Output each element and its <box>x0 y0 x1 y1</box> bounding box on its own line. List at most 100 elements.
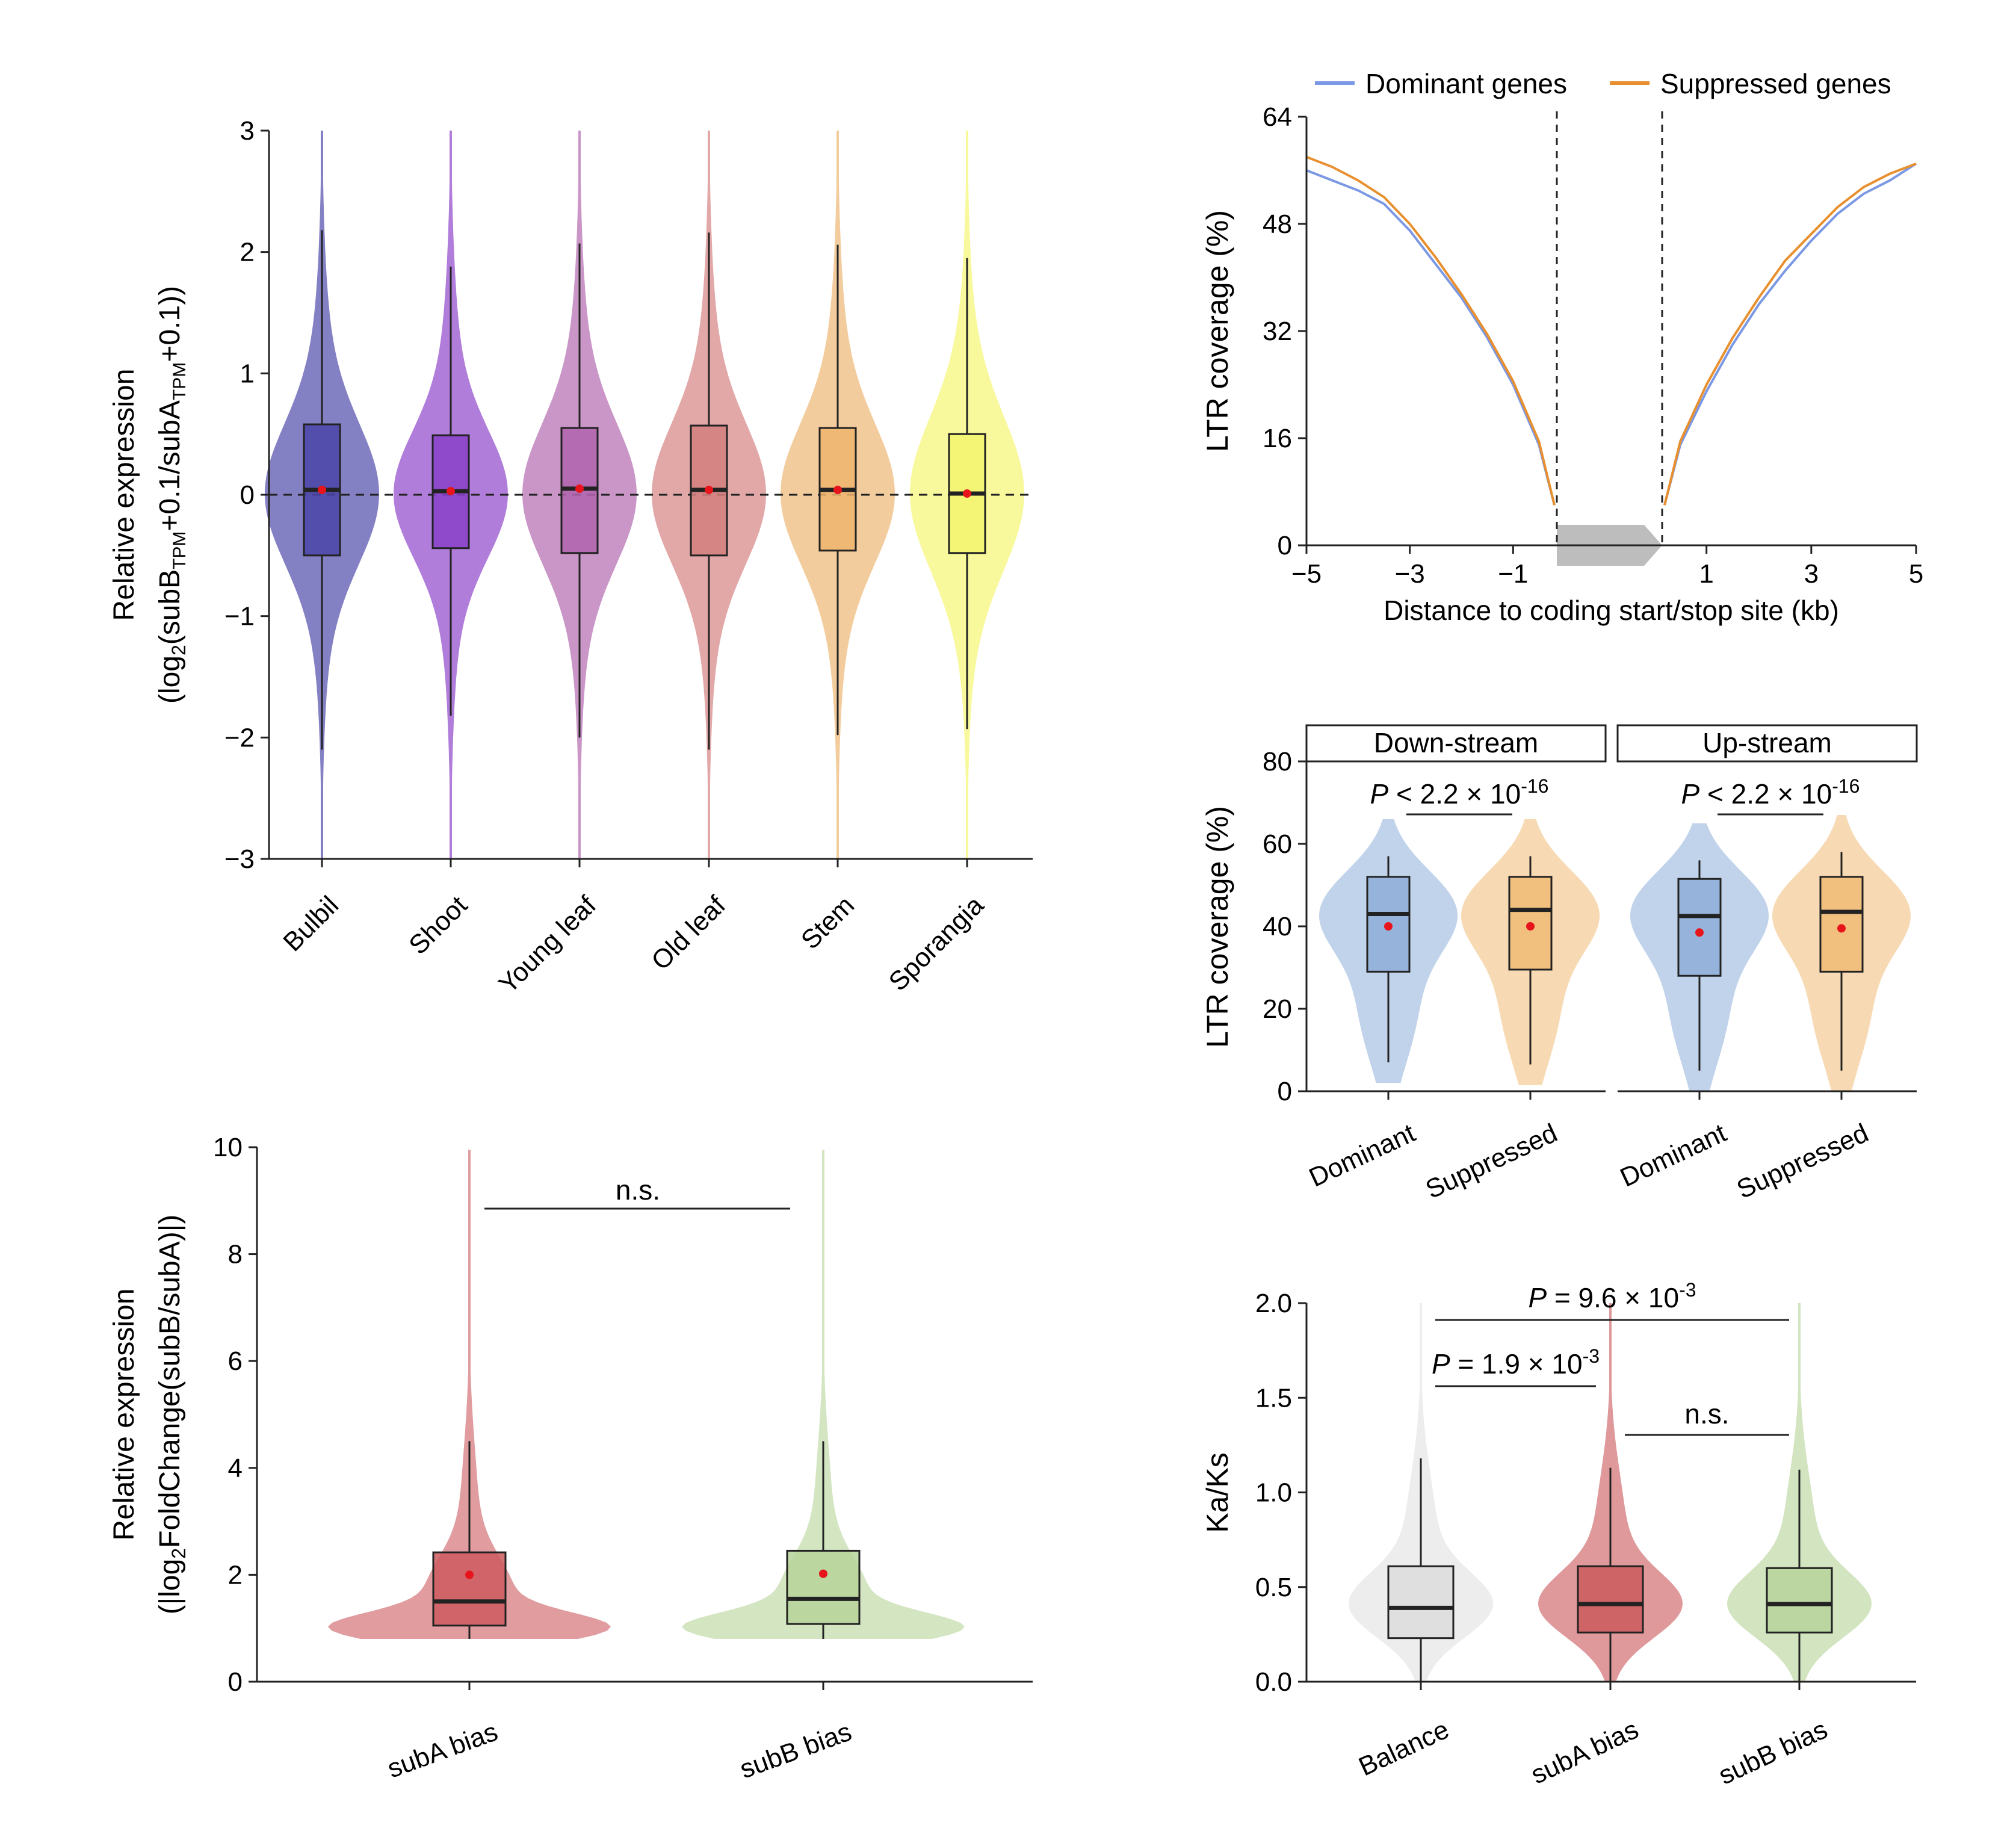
x-tick-label: Balance <box>1354 1715 1453 1782</box>
box-suppressed-mean-dot <box>1837 924 1846 933</box>
box-0-box <box>1387 1565 1455 1640</box>
y-tick-label: 2.0 <box>1255 1289 1292 1318</box>
p-exponent: -3 <box>1583 1345 1600 1367</box>
x-tick-label: 3 <box>1804 559 1819 589</box>
x-tick-label: subB bias <box>736 1717 855 1784</box>
box-4-mean-dot <box>833 485 842 494</box>
x-tick-label: Suppressed <box>1421 1118 1562 1205</box>
p-value-label: n.s. <box>1684 1398 1729 1430</box>
y-tick-label: 64 <box>1263 102 1292 132</box>
y-axis-label: Ka/Ks <box>1201 1452 1234 1532</box>
x-tick-label: Dominant <box>1305 1118 1420 1193</box>
facet-down-stream: Down-stream P < 2.2 × 10-16 Dominant Suppre… <box>1305 724 1607 1205</box>
panel-a: −3 −2 −1 0 1 2 3 Bulbil Shoot Young leaf Old leaf S… <box>108 116 1033 999</box>
y-tick-label: −2 <box>224 723 255 752</box>
y-tick-label: 0 <box>1278 531 1292 560</box>
y-tick-label: 80 <box>1263 747 1292 776</box>
y-tick-label: 2 <box>240 238 255 267</box>
x-tick-label: subA bias <box>383 1717 501 1783</box>
p-text: < 2.2 × 10 <box>1699 778 1832 810</box>
box-1-box <box>786 1549 861 1625</box>
y-tick-label: 1 <box>240 359 255 388</box>
y-tick-label: 0 <box>240 480 255 510</box>
legend-label: Dominant genes <box>1365 68 1567 99</box>
y-tick-label: 2 <box>228 1560 243 1590</box>
y-tick-label: 4 <box>228 1454 243 1483</box>
p-text: n.s. <box>1684 1398 1729 1430</box>
y-axis-label: LTR coverage (%) <box>1201 806 1234 1048</box>
box-dominant-mean-dot <box>1384 922 1393 931</box>
y-tick-label: 10 <box>213 1133 243 1162</box>
panel-d: n.s. 0 2 4 6 8 10 subA bias subB bias Relative ex… <box>108 1133 1033 1784</box>
box-0-mean-dot <box>465 1570 474 1579</box>
x-tick-label: −1 <box>1498 559 1528 589</box>
facet-header <box>1305 724 1607 763</box>
box-3-mean-dot <box>705 485 713 494</box>
panel-e: P = 9.6 × 10-3P = 1.9 × 10-3n.s.0.00.51.… <box>1201 1279 1916 1791</box>
box-1-mean-dot <box>447 486 455 495</box>
x-tick-label: −5 <box>1291 559 1322 589</box>
y-tick-label: −3 <box>224 844 255 874</box>
y-axis-label-line1: Relative expression <box>108 369 140 621</box>
line-dominant-downstream <box>1663 163 1917 506</box>
box-dominant-box <box>1677 878 1722 977</box>
y-tick-label: 48 <box>1263 209 1292 239</box>
y-tick-label: 8 <box>228 1240 243 1269</box>
p-value-label: P = 1.9 × 10-3 <box>1432 1345 1600 1380</box>
legend-label: Suppressed genes <box>1660 68 1891 99</box>
x-tick-label: Young leaf <box>493 890 602 999</box>
p-exponent: -16 <box>1521 775 1548 797</box>
line-suppressed-upstream <box>1306 155 1556 506</box>
violin-subA-bias <box>328 1150 611 1639</box>
x-tick-label: Stem <box>796 890 860 955</box>
x-axis-label: Distance to coding start/stop site (kb) <box>1384 595 1839 626</box>
x-tick-label: subB bias <box>1714 1715 1832 1791</box>
p-text: < 2.2 × 10 <box>1388 778 1521 810</box>
y-tick-label: 16 <box>1263 424 1292 453</box>
ns-label: n.s. <box>616 1174 660 1206</box>
facet-header <box>1616 724 1918 763</box>
p-text: = 9.6 × 10 <box>1547 1282 1679 1313</box>
y-tick-label: 20 <box>1263 994 1292 1024</box>
x-tick-label: Dominant <box>1616 1118 1731 1193</box>
x-tick-label: subA bias <box>1527 1715 1643 1790</box>
p-symbol: P <box>1432 1348 1450 1380</box>
p-text: = 1.9 × 10 <box>1450 1348 1583 1380</box>
box-0-mean-dot <box>318 485 326 494</box>
y-axis-label-line2: (log2(subBTPM+0.1/subATPM+0.1)) <box>154 286 190 704</box>
box-0-box <box>432 1551 507 1627</box>
violin-subB-bias <box>682 1150 965 1639</box>
p-exponent: -3 <box>1679 1279 1696 1301</box>
p-exponent: -16 <box>1832 775 1860 797</box>
box-1-box <box>1577 1565 1644 1634</box>
y-tick-label: 60 <box>1263 829 1292 859</box>
y-tick-label: 1.0 <box>1255 1478 1292 1508</box>
box-suppressed-mean-dot <box>1526 922 1535 931</box>
y-tick-label: 3 <box>240 116 255 146</box>
p-value-label: P < 2.2 × 10-16 <box>1370 775 1549 810</box>
legend: Dominant genes Suppressed genes <box>1315 68 1891 99</box>
box-2-mean-dot <box>575 484 584 493</box>
y-axis-label: LTR coverage (%) <box>1201 210 1234 452</box>
p-symbol: P <box>1370 778 1389 810</box>
p-symbol: P <box>1528 1282 1547 1313</box>
box-dominant-mean-dot <box>1695 928 1704 937</box>
facet-title: Up-stream <box>1702 727 1832 758</box>
box-2-box <box>1766 1567 1833 1634</box>
y-tick-label: 0.0 <box>1255 1667 1292 1697</box>
p-value-label: P = 9.6 × 10-3 <box>1528 1279 1696 1313</box>
y-tick-label: 0.5 <box>1255 1573 1292 1602</box>
p-symbol: P <box>1681 778 1700 810</box>
box-5-mean-dot <box>963 489 971 498</box>
x-tick-label: Shoot <box>403 890 473 960</box>
line-dominant-upstream <box>1306 169 1556 506</box>
y-tick-label: 0 <box>228 1667 243 1697</box>
x-tick-label: 5 <box>1909 559 1923 589</box>
box-1-mean-dot <box>819 1569 827 1578</box>
facet-title: Down-stream <box>1374 727 1539 758</box>
y-tick-label: 32 <box>1263 317 1292 346</box>
y-tick-label: 40 <box>1263 912 1292 941</box>
